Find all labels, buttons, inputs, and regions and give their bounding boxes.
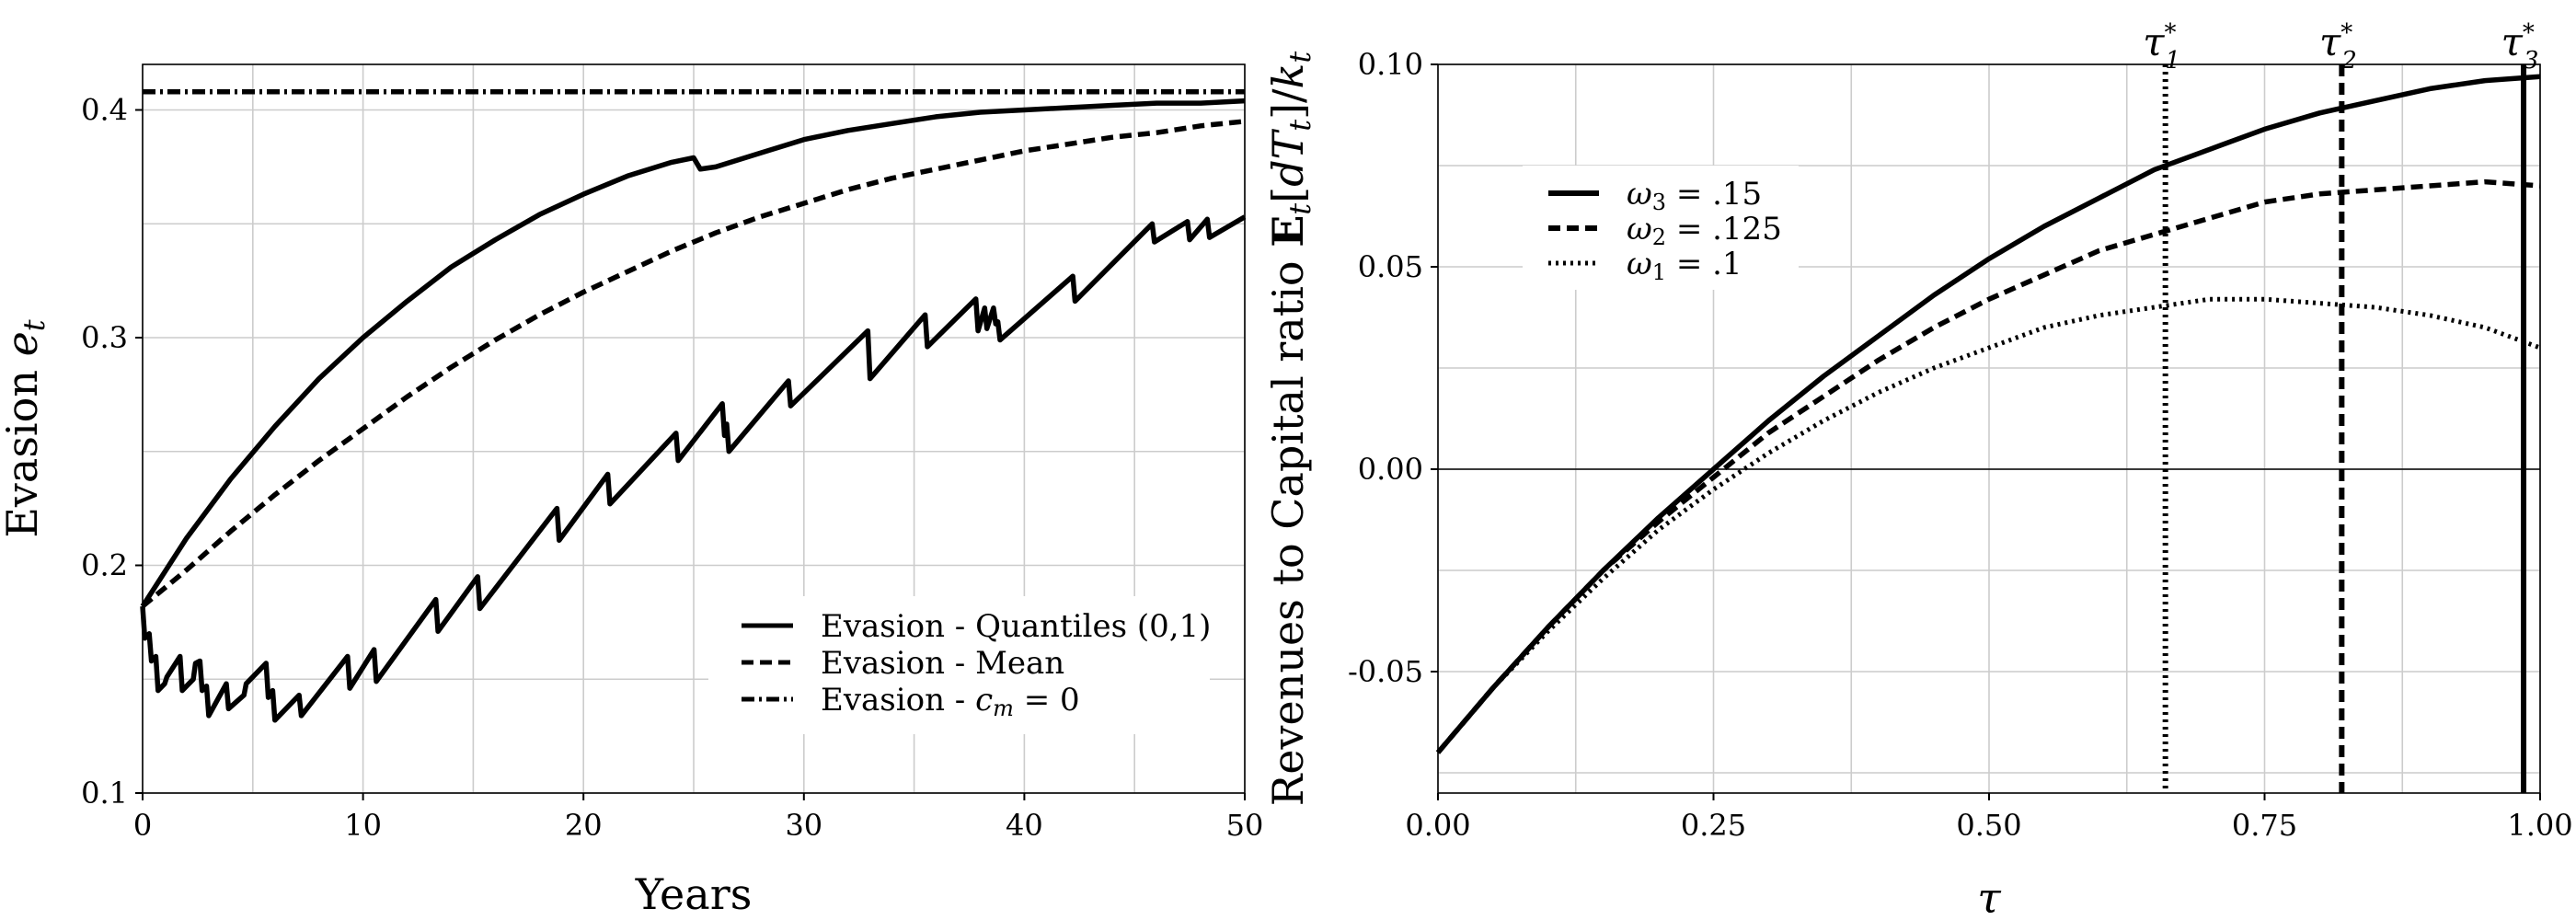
x-tick-label: 0.25 bbox=[1681, 808, 1746, 843]
right-panel: 0.00 0.25 0.50 0.75 1.00 -0.05 0.00 0.05 0.10 τ* 1… bbox=[1263, 19, 2573, 920]
right-series bbox=[1435, 64, 2541, 793]
y-tick-label: -0.05 bbox=[1348, 654, 1423, 689]
optimal-tau-label: τ* 3 bbox=[2501, 19, 2539, 75]
x-tick-label: 0.75 bbox=[2232, 808, 2297, 843]
x-tick-label: 0 bbox=[133, 808, 152, 843]
right-xlabel: τ bbox=[1977, 873, 2002, 920]
y-tick-label: 0.2 bbox=[81, 548, 128, 583]
y-tick-label: 0.3 bbox=[81, 320, 128, 355]
x-tick-label: 0.50 bbox=[1956, 808, 2021, 843]
y-tick-label: 0.4 bbox=[81, 93, 128, 128]
left-ticks: 0 10 20 30 40 50 0.1 0.2 0.3 0.4 bbox=[81, 93, 1263, 844]
legend-label-omega3: ω3 = .15 bbox=[1627, 176, 1762, 215]
y-tick-label: 0.10 bbox=[1358, 47, 1423, 82]
optimal-tau-label: τ* 1 bbox=[2143, 19, 2180, 75]
x-tick-label: 50 bbox=[1226, 808, 1264, 843]
right-ticks: 0.00 0.25 0.50 0.75 1.00 -0.05 0.00 0.05 0.10 τ* 1… bbox=[1348, 19, 2573, 843]
legend-label-mean: Evasion - Mean bbox=[821, 645, 1064, 682]
x-tick-label: 40 bbox=[1006, 808, 1043, 843]
x-tick-label: 10 bbox=[344, 808, 382, 843]
y-tick-label: 0.00 bbox=[1358, 452, 1423, 487]
y-tick-label: 0.05 bbox=[1358, 249, 1423, 284]
left-panel: 0 10 20 30 40 50 0.1 0.2 0.3 0.4 Years Evasion et… bbox=[0, 63, 1263, 919]
series-line bbox=[1436, 296, 2541, 754]
series-line bbox=[140, 214, 1247, 723]
x-tick-label: 20 bbox=[565, 808, 603, 843]
legend-label-cm0: Evasion - cm = 0 bbox=[821, 682, 1080, 721]
x-tick-label: 30 bbox=[785, 808, 822, 843]
optimal-tau-label: τ* 2 bbox=[2319, 19, 2357, 75]
legend-label-omega1: ω1 = .1 bbox=[1627, 246, 1742, 285]
series-line bbox=[141, 119, 1246, 609]
y-tick-label: 0.1 bbox=[81, 776, 128, 811]
left-ylabel: Evasion et bbox=[0, 319, 52, 538]
series-line bbox=[140, 98, 1246, 608]
x-tick-label: 1.00 bbox=[2507, 808, 2572, 843]
left-series bbox=[140, 88, 1247, 723]
series-line bbox=[1435, 178, 2541, 754]
left-plot-frame bbox=[142, 63, 1246, 794]
right-ylabel: Revenues to Capital ratio Et[dTt]/kt bbox=[1263, 52, 1317, 807]
legend-label-omega2: ω2 = .125 bbox=[1627, 211, 1782, 250]
left-legend: Evasion - Quantiles (0,1) Evasion - Mean… bbox=[708, 596, 1211, 734]
legend-label-quantiles: Evasion - Quantiles (0,1) bbox=[821, 608, 1211, 645]
x-tick-label: 0.00 bbox=[1405, 808, 1470, 843]
left-legend-box bbox=[708, 596, 1210, 734]
left-xlabel: Years bbox=[635, 869, 753, 919]
right-legend: ω3 = .15 ω2 = .125 ω1 = .1 bbox=[1523, 166, 1799, 290]
series-line bbox=[1435, 74, 2541, 754]
